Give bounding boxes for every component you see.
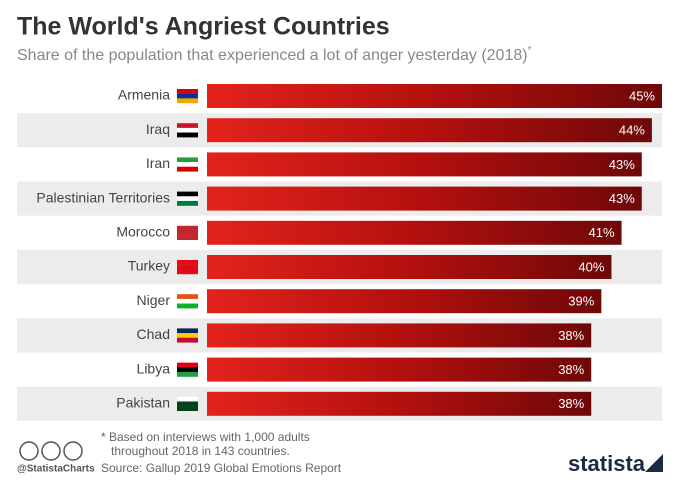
value-label: 39% (568, 294, 594, 309)
brand-icon (645, 454, 663, 472)
rows: Armenia 45% Iraq 44% Iran 43% Palestinian Terr… (17, 84, 662, 421)
flag-stripe (177, 162, 198, 167)
flag-stripe (177, 269, 198, 275)
value-label: 41% (589, 225, 615, 240)
flag-stripe (177, 230, 198, 236)
value-label: 43% (609, 157, 635, 172)
brand: statista (568, 451, 646, 476)
value-label: 45% (629, 88, 655, 103)
category-label: Turkey (128, 258, 170, 274)
subtitle-marker: * (528, 45, 532, 56)
value-label: 38% (558, 328, 584, 343)
category-label: Morocco (116, 224, 170, 240)
flag-stripe (177, 166, 198, 172)
source: Source: Gallup 2019 Global Emotions Repo… (101, 461, 342, 475)
flag-stripe (177, 362, 198, 368)
value-label: 38% (558, 362, 584, 377)
flag-stripe (177, 225, 198, 231)
bar (207, 186, 642, 211)
value-label: 44% (619, 123, 645, 138)
chart-subtitle: Share of the population that experienced… (17, 45, 532, 65)
flag-stripe (177, 294, 198, 300)
bar (207, 323, 592, 348)
flag-stripe (177, 98, 198, 104)
footnote-line: * Based on interviews with 1,000 adults (101, 430, 310, 444)
bar (207, 84, 662, 108)
bar (207, 255, 612, 279)
flag-stripe (177, 123, 198, 129)
chart-title: The World's Angriest Countries (17, 13, 390, 41)
category-label: Armenia (118, 87, 170, 103)
license-icons (19, 441, 83, 461)
flag-stripe (177, 89, 198, 94)
flag-stripe (177, 406, 198, 411)
category-label: Libya (137, 360, 171, 376)
footnote-line: throughout 2018 in 143 countries. (111, 444, 290, 458)
flag-stripe (177, 235, 198, 240)
flag-stripe (177, 191, 198, 197)
flag-stripe (177, 333, 198, 338)
flag-stripe (177, 157, 198, 163)
category-label: Chad (137, 326, 170, 342)
category-label: Pakistan (116, 395, 170, 411)
flag-stripe (177, 298, 198, 304)
flag-stripe (177, 93, 198, 99)
handle: @StatistaCharts (17, 464, 95, 475)
bar (207, 357, 592, 382)
flag-stripe (177, 337, 198, 343)
flag-stripe (177, 396, 198, 402)
bar (207, 391, 592, 416)
flag-stripe (177, 260, 198, 265)
bar (207, 220, 622, 245)
category-label: Iran (146, 155, 170, 171)
flag-stripe (177, 200, 198, 206)
value-label: 40% (578, 259, 604, 274)
flag-stripe (177, 127, 198, 133)
flag-stripe (177, 371, 198, 377)
category-label: Palestinian Territories (36, 189, 170, 205)
value-label: 43% (609, 191, 635, 206)
bar (207, 152, 642, 177)
category-label: Niger (137, 292, 171, 308)
flag-stripe (177, 196, 198, 202)
value-label: 38% (558, 396, 584, 411)
flag-stripe (177, 132, 198, 138)
flag-stripe (177, 328, 198, 334)
flag-stripe (177, 367, 198, 373)
category-label: Iraq (146, 121, 170, 137)
flag-stripe (177, 303, 198, 309)
flag-stripe (177, 264, 198, 270)
subtitle-text: Share of the population that experienced… (17, 47, 528, 64)
flag-stripe (177, 401, 198, 407)
bar (207, 289, 602, 314)
bar (207, 118, 652, 143)
